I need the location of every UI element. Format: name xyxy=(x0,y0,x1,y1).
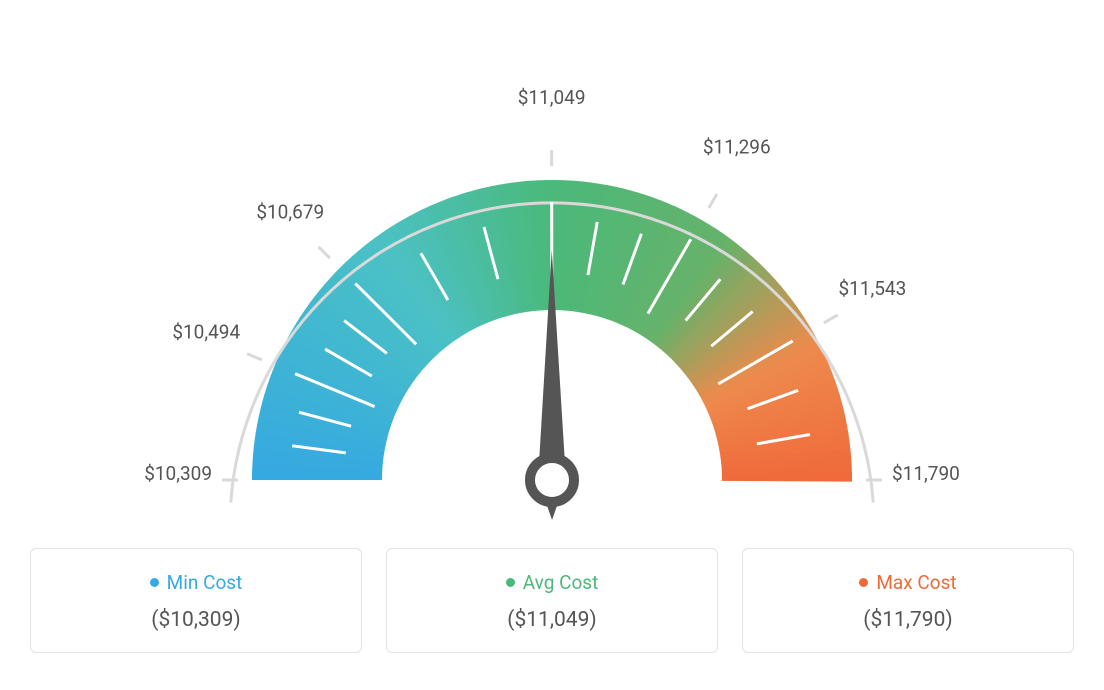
gauge-tick-label: $10,679 xyxy=(256,201,324,224)
legend-card-avg: Avg Cost ($11,049) xyxy=(386,548,718,653)
legend-title-text: Avg Cost xyxy=(523,571,599,594)
legend-title-avg: Avg Cost xyxy=(506,571,599,594)
gauge-tick-label: $11,790 xyxy=(892,462,960,485)
legend-dot-avg xyxy=(506,578,515,587)
gauge-svg: $10,309 $10,494 $10,679 $11,049 $11,296 $11,5… xyxy=(20,20,1084,520)
gauge-tick-label: $11,296 xyxy=(703,135,771,158)
gauge-tick-label: $11,049 xyxy=(518,86,586,109)
gauge-svg-container: $10,309 $10,494 $10,679 $11,049 $11,296 $11,5… xyxy=(20,20,1084,520)
cost-gauge-chart: $10,309 $10,494 $10,679 $11,049 $11,296 $11,5… xyxy=(20,20,1084,653)
legend-title-text: Max Cost xyxy=(876,571,956,594)
legend-dot-min xyxy=(150,578,159,587)
gauge-tick-label: $10,309 xyxy=(144,462,212,485)
legend-value-max: ($11,790) xyxy=(761,608,1055,632)
legend-row: Min Cost ($10,309) Avg Cost ($11,049) Max Co… xyxy=(20,548,1084,653)
legend-title-max: Max Cost xyxy=(859,571,956,594)
legend-dot-max xyxy=(859,578,868,587)
legend-value-avg: ($11,049) xyxy=(405,608,699,632)
legend-value-min: ($10,309) xyxy=(49,608,343,632)
gauge-needle-hub xyxy=(530,458,574,502)
legend-title-text: Min Cost xyxy=(167,571,243,594)
legend-card-min: Min Cost ($10,309) xyxy=(30,548,362,653)
legend-title-min: Min Cost xyxy=(150,571,243,594)
gauge-tick-label: $11,543 xyxy=(838,277,906,300)
gauge-tick-label: $10,494 xyxy=(172,320,240,343)
legend-card-max: Max Cost ($11,790) xyxy=(742,548,1074,653)
